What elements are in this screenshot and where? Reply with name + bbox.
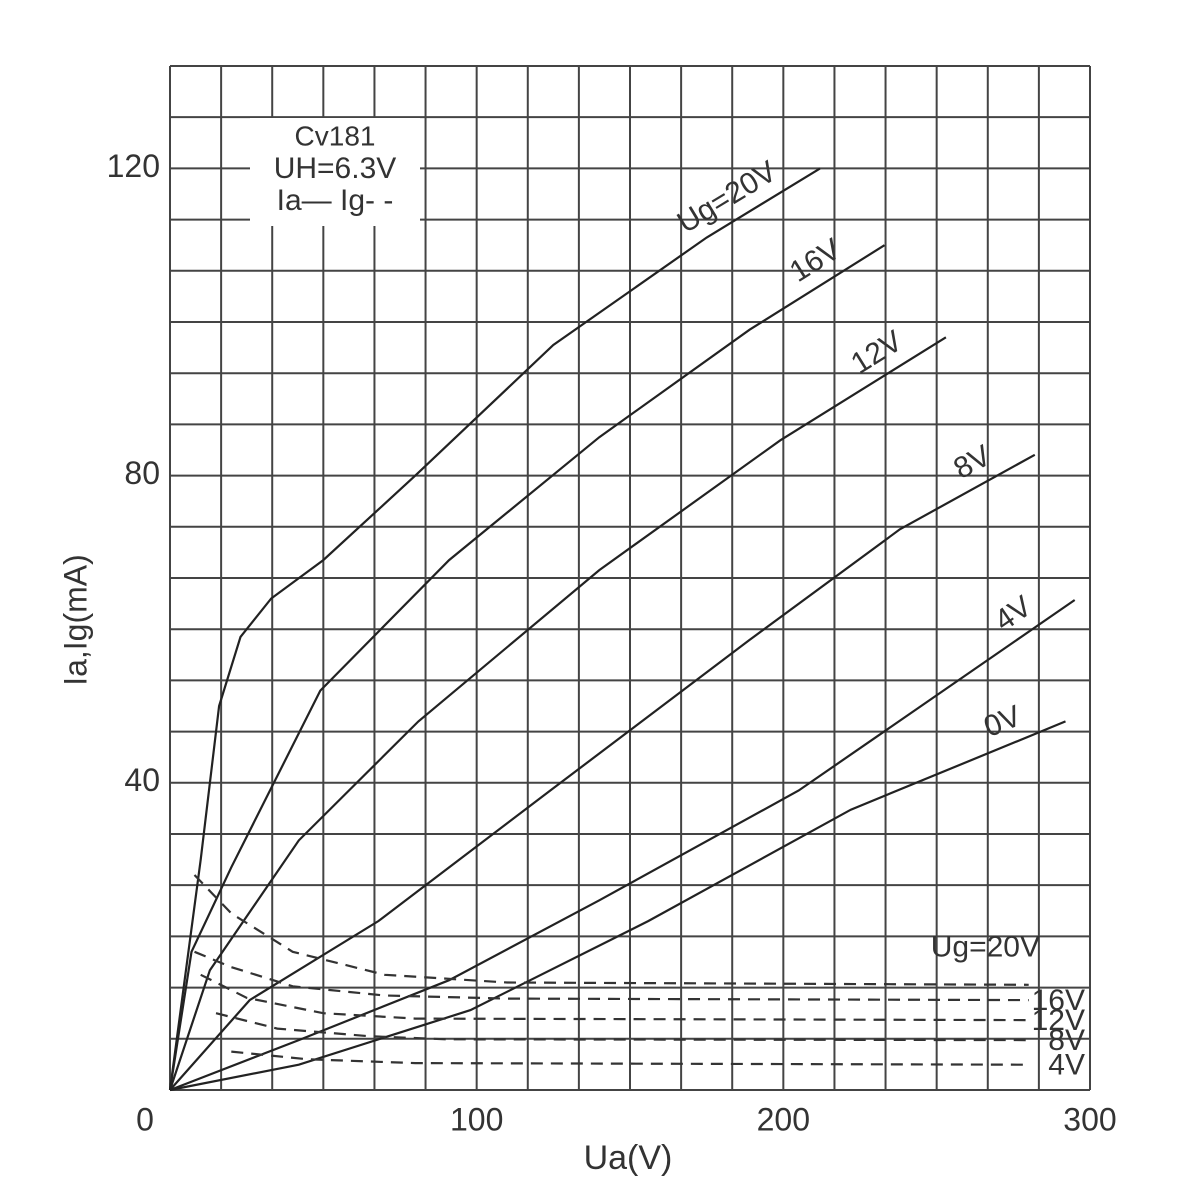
series-label: Ug=20V [931, 931, 1040, 964]
anode-current-curve [168, 167, 821, 1091]
anode-current-curve [169, 720, 1066, 1092]
series-label: 8V [1048, 1024, 1085, 1057]
annotation: Ia— Ig- - [277, 184, 394, 217]
series-label: 16V [784, 232, 847, 288]
y-axis-title: Ia,Ig(mA) [57, 554, 93, 686]
grid-current-curve [193, 874, 1029, 986]
y-tick-label: 120 [107, 148, 160, 184]
grid-current-curve [231, 1050, 1029, 1066]
series-label: 16V [1032, 984, 1085, 1017]
x-tick-label: 200 [757, 1101, 810, 1137]
series-label: 8V [948, 439, 996, 486]
anode-current-curve [168, 336, 947, 1091]
x-tick-label: 0 [136, 1101, 154, 1137]
y-tick-label: 40 [124, 762, 160, 798]
x-axis-title: Ua(V) [584, 1139, 673, 1177]
x-tick-label: 300 [1063, 1101, 1116, 1137]
grid-current-curve [194, 950, 1029, 1002]
grid-current-curve [200, 973, 1029, 1022]
series-label: 12V [1032, 1004, 1085, 1037]
y-tick-label: 80 [124, 455, 160, 491]
x-tick-label: 100 [450, 1101, 503, 1137]
legend-box [250, 118, 420, 226]
annotation: UH=6.3V [274, 152, 397, 185]
series-label: 0V [979, 700, 1026, 744]
anode-current-curve [168, 244, 886, 1091]
anode-current-curve [169, 599, 1076, 1092]
anode-current-curve [169, 453, 1036, 1091]
series-label: 4V [1048, 1049, 1085, 1082]
annotation: Cv181 [295, 120, 376, 151]
grid-current-curve [215, 1012, 1029, 1042]
